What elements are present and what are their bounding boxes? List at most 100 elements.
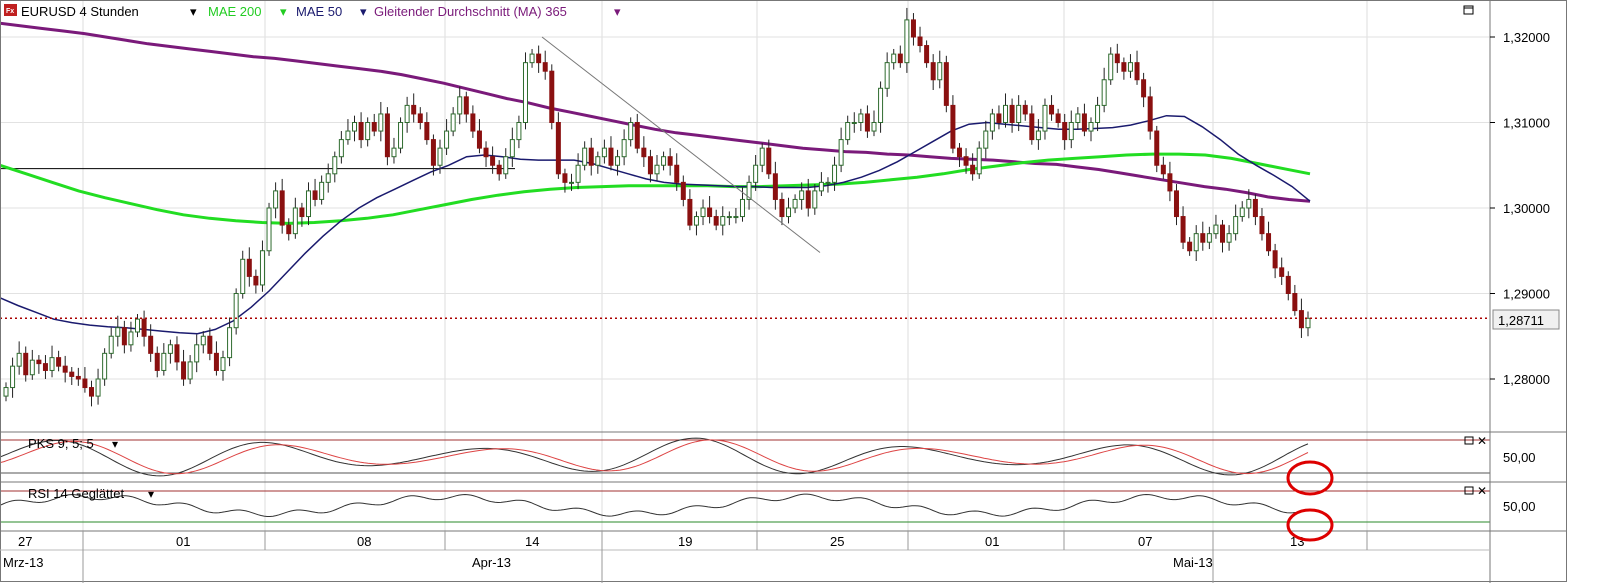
candle-body: [799, 190, 805, 200]
candle-body: [496, 164, 502, 175]
candle-body: [1200, 233, 1206, 243]
candle-body: [220, 357, 226, 371]
rsi-maximize-icon[interactable]: [1464, 486, 1474, 495]
candle-body: [1075, 113, 1081, 123]
candle-body: [352, 122, 358, 132]
candle-body: [135, 318, 141, 333]
rsi-label[interactable]: RSI 14 Geglättet: [28, 486, 124, 501]
candle-body: [345, 130, 351, 141]
candle-body: [851, 122, 857, 124]
pks-panel-controls[interactable]: ✕: [1464, 434, 1487, 448]
candle-body: [963, 156, 969, 166]
candle-body: [818, 181, 824, 192]
rsi-close-icon[interactable]: ✕: [1477, 484, 1487, 498]
candle-body: [259, 250, 265, 286]
candle-body: [529, 53, 535, 64]
candle-body: [1101, 79, 1107, 106]
legend-dropdown-arrow[interactable]: ▾: [360, 4, 367, 19]
candle-body: [595, 156, 601, 166]
candle-body: [161, 352, 167, 371]
candle-body: [332, 156, 338, 175]
pks-close-icon[interactable]: ✕: [1477, 434, 1487, 448]
candle-body: [878, 87, 884, 124]
candle-body: [29, 359, 35, 376]
fx-icon-label: Fx: [6, 8, 14, 15]
candle-body: [194, 344, 200, 363]
pks-label[interactable]: PKS 9; 5; 5: [28, 436, 94, 451]
candle-body: [1285, 275, 1291, 294]
candle-body: [930, 62, 936, 81]
candle-body: [240, 258, 246, 294]
candle-body: [641, 147, 647, 158]
candle-body: [989, 113, 995, 132]
x-month-label: Mrz-13: [3, 555, 43, 570]
legend-mae50[interactable]: MAE 50: [296, 4, 342, 19]
x-tick-label: 19: [678, 534, 692, 549]
y-tick-label: 1,32000: [1503, 30, 1550, 45]
annotation-circle-rsi: [1286, 508, 1334, 542]
candle-body: [338, 139, 344, 158]
candle-body: [1022, 104, 1028, 115]
maximize-icon[interactable]: [1463, 5, 1474, 15]
candle-body: [115, 327, 121, 337]
candle-body: [1292, 293, 1298, 312]
pks-line-d: [0, 439, 1309, 475]
x-tick-label: 01: [985, 534, 999, 549]
candle-body: [976, 147, 982, 175]
x-tick-label: 27: [18, 534, 32, 549]
pks-dropdown-arrow[interactable]: ▾: [112, 437, 118, 451]
rsi-panel-controls[interactable]: ✕: [1464, 484, 1487, 498]
candle-body: [562, 173, 568, 183]
frame: [0, 0, 1567, 582]
candle-body: [36, 359, 42, 365]
candle-body: [1279, 267, 1285, 277]
mae200-line: [0, 152, 1311, 225]
candle-body: [615, 156, 621, 166]
legend-mae200[interactable]: MAE 200: [208, 4, 261, 19]
candle-body: [1206, 233, 1212, 243]
candle-body: [549, 70, 555, 123]
candle-body: [608, 147, 614, 166]
candle-body: [693, 216, 699, 226]
candle-body: [733, 216, 739, 219]
candle-body: [457, 96, 463, 115]
candle-body: [1029, 113, 1035, 141]
legend-ma365[interactable]: Gleitender Durchschnitt (MA) 365: [374, 4, 567, 19]
rsi-dropdown-arrow[interactable]: ▾: [148, 487, 154, 501]
candle-body: [3, 387, 9, 397]
pks-axis-value: 50,00: [1503, 450, 1536, 465]
candle-body: [1127, 62, 1133, 72]
symbol-title[interactable]: EURUSD 4 Stunden: [21, 4, 139, 19]
candle-body: [1147, 96, 1153, 132]
y-tick-label: 1,28000: [1503, 372, 1550, 387]
candle-body: [956, 147, 962, 158]
candle-body: [437, 147, 443, 166]
candle-body: [1180, 216, 1186, 243]
candle-body: [536, 53, 542, 64]
pks-maximize-icon[interactable]: [1464, 436, 1474, 445]
candle-body: [871, 122, 877, 132]
trendline[interactable]: [541, 36, 821, 253]
candle-body: [1121, 62, 1127, 72]
candle-body: [792, 198, 798, 209]
candle-body: [233, 293, 239, 329]
candle-body: [687, 198, 693, 226]
candle-body: [680, 181, 686, 200]
candle-body: [522, 62, 528, 123]
candle-body: [1187, 241, 1193, 252]
candle-body: [102, 352, 108, 380]
candle-body: [365, 122, 371, 141]
candle-body: [1226, 233, 1232, 243]
legend-dropdown-arrow[interactable]: ▾: [614, 4, 621, 19]
legend-dropdown-arrow[interactable]: ▾: [280, 4, 287, 19]
candle-body: [1049, 104, 1055, 115]
candle-body: [884, 62, 890, 89]
candle-body: [305, 190, 311, 218]
candle-body: [108, 335, 114, 354]
candle-body: [75, 375, 81, 380]
candle-body: [864, 113, 870, 132]
y-tick-label: 1,31000: [1503, 116, 1550, 131]
legend-dropdown-arrow[interactable]: ▾: [190, 4, 197, 19]
